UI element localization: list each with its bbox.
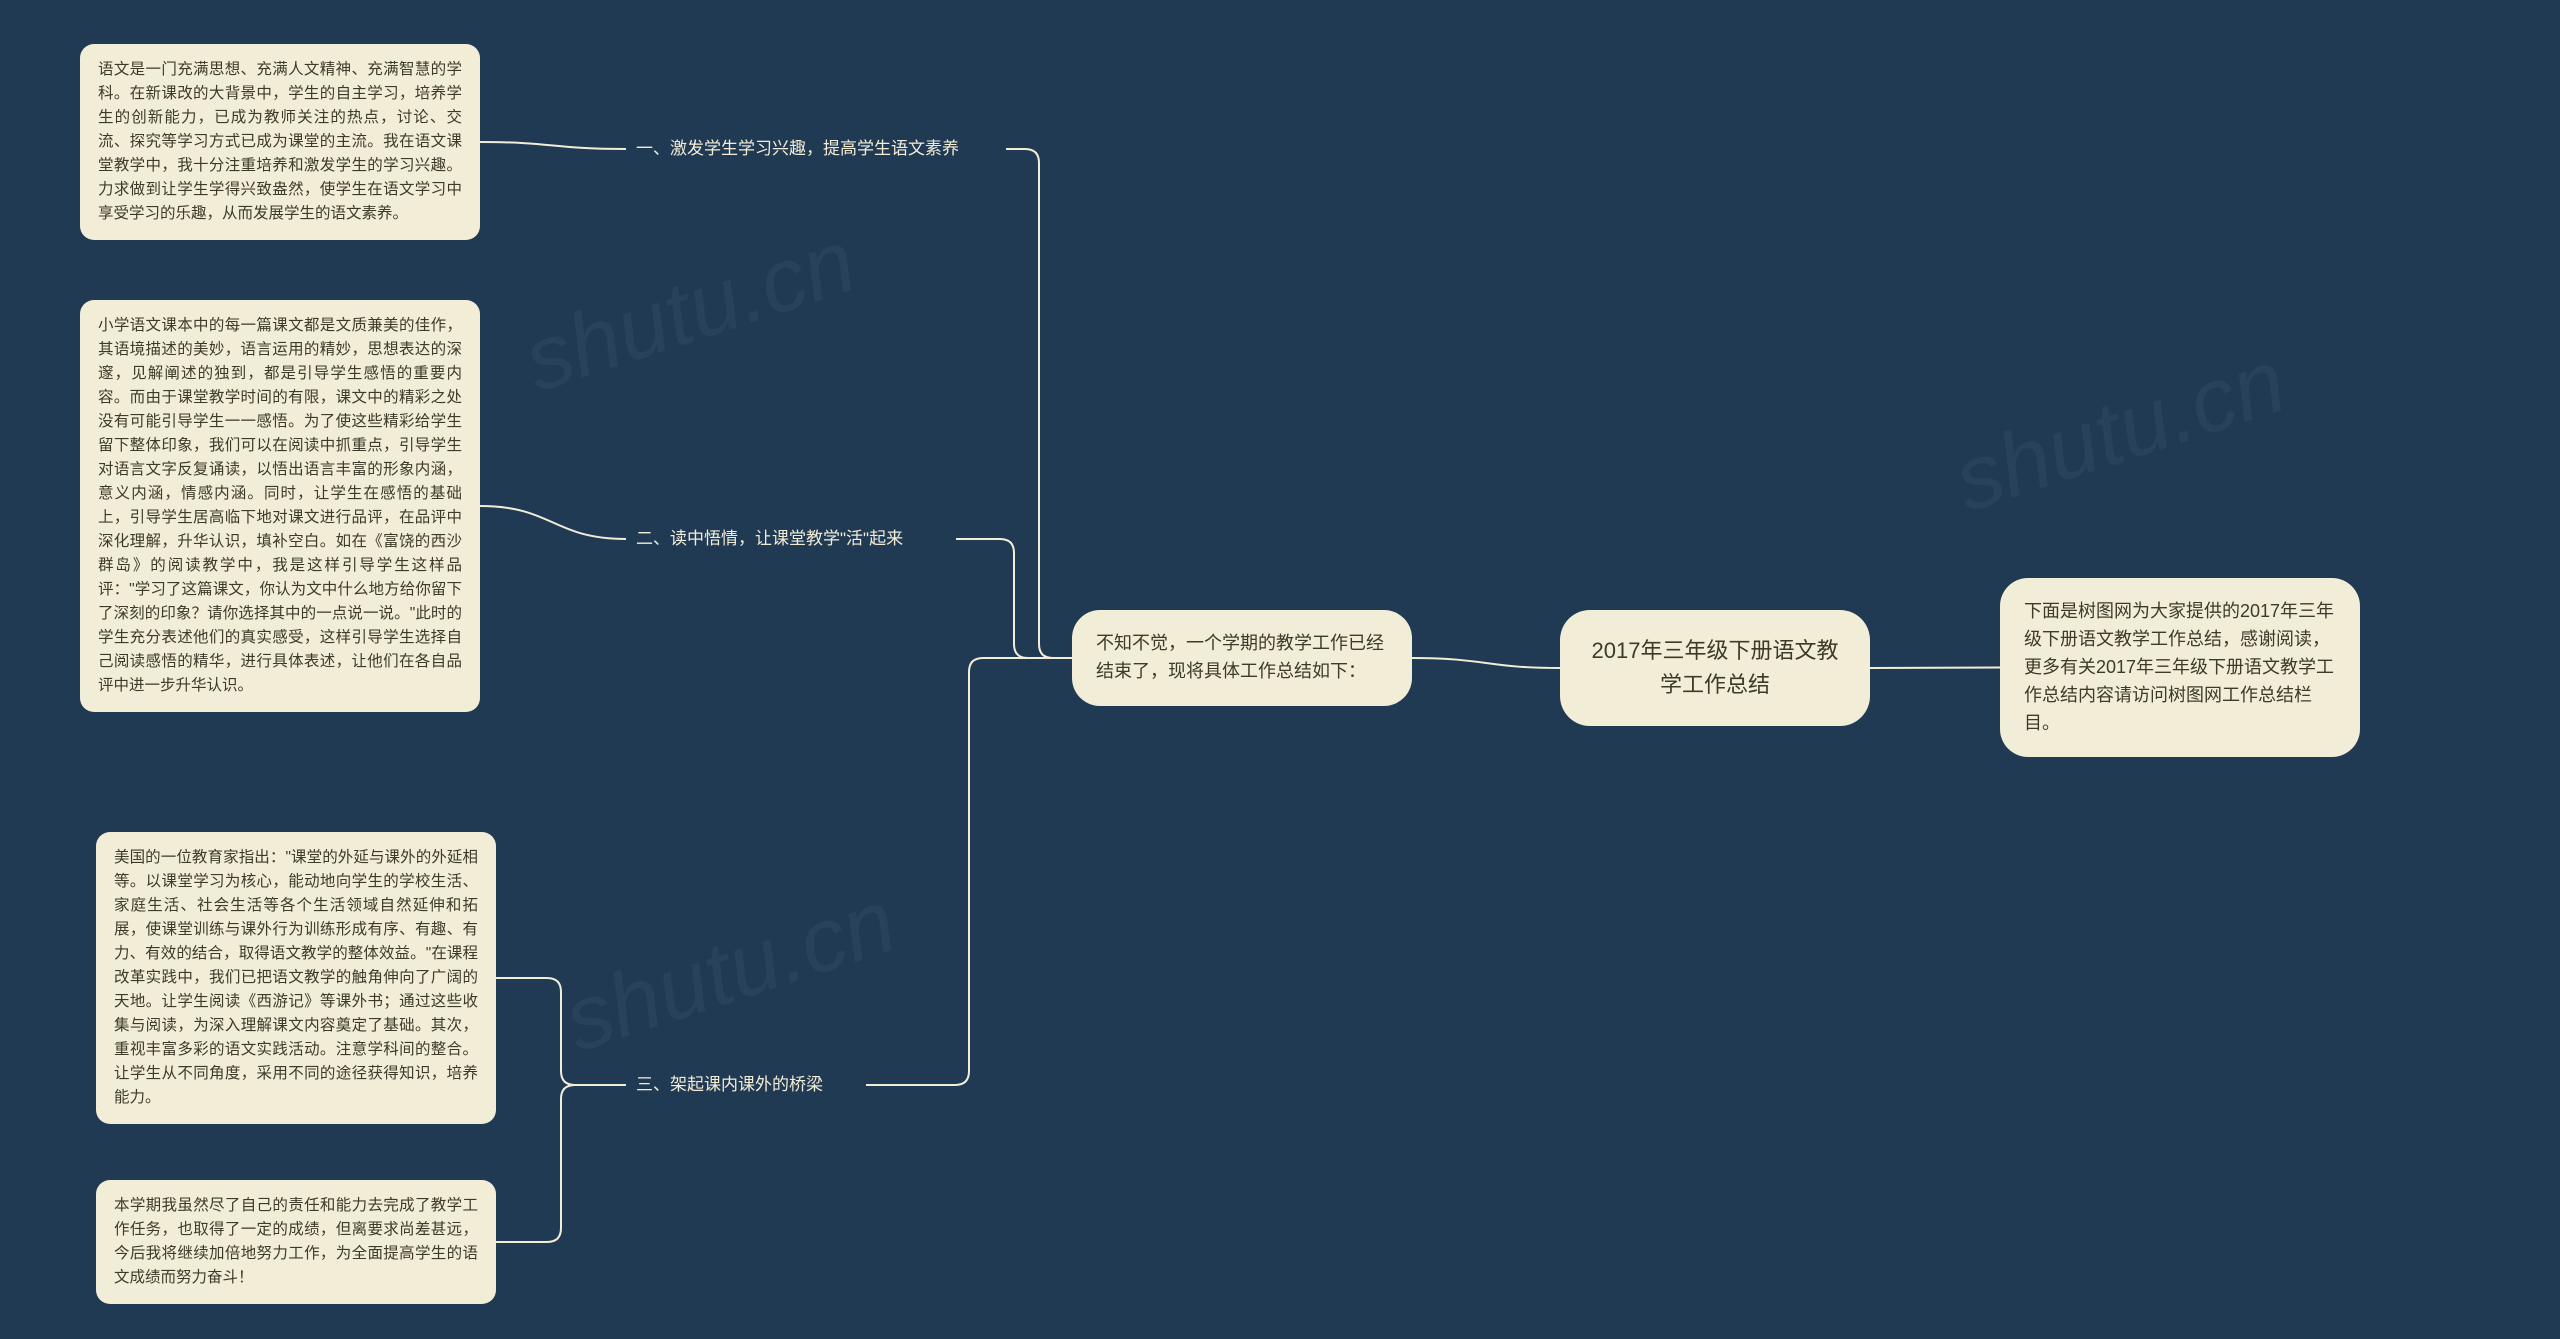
connector [956,539,1072,658]
node-p1: 语文是一门充满思想、充满人文精神、充满智慧的学科。在新课改的大背景中，学生的自主… [80,44,480,240]
watermark: shutu.cn [1942,330,2297,533]
node-h1: 一、激发学生学习兴趣，提高学生语文素养 [626,128,1006,170]
node-p2: 小学语文课本中的每一篇课文都是文质兼美的佳作，其语境描述的美妙，语言运用的精妙，… [80,300,480,712]
node-left_mid: 不知不觉，一个学期的教学工作已经结束了，现将具体工作总结如下： [1072,610,1412,706]
connector [480,142,626,149]
watermark: shutu.cn [512,210,867,413]
node-root: 2017年三年级下册语文教学工作总结 [1560,610,1870,726]
connector [496,978,626,1085]
mindmap-canvas: shutu.cn shutu.cn shutu.cn 2017年三年级下册语文教学工作… [0,0,2560,1339]
connector [866,658,1072,1085]
node-right1: 下面是树图网为大家提供的2017年三年级下册语文教学工作总结，感谢阅读，更多有关… [2000,578,2360,757]
connector [480,506,626,539]
connector [496,1085,626,1242]
node-p3: 美国的一位教育家指出："课堂的外延与课外的外延相等。以课堂学习为核心，能动地向学… [96,832,496,1124]
node-h3: 三、架起课内课外的桥梁 [626,1064,866,1106]
connector [1870,668,2000,669]
connector [1412,658,1560,668]
connector [1006,149,1072,658]
watermark: shutu.cn [552,870,907,1073]
node-h2: 二、读中悟情，让课堂教学"活"起来 [626,518,956,560]
node-p4: 本学期我虽然尽了自己的责任和能力去完成了教学工作任务，也取得了一定的成绩，但离要… [96,1180,496,1304]
